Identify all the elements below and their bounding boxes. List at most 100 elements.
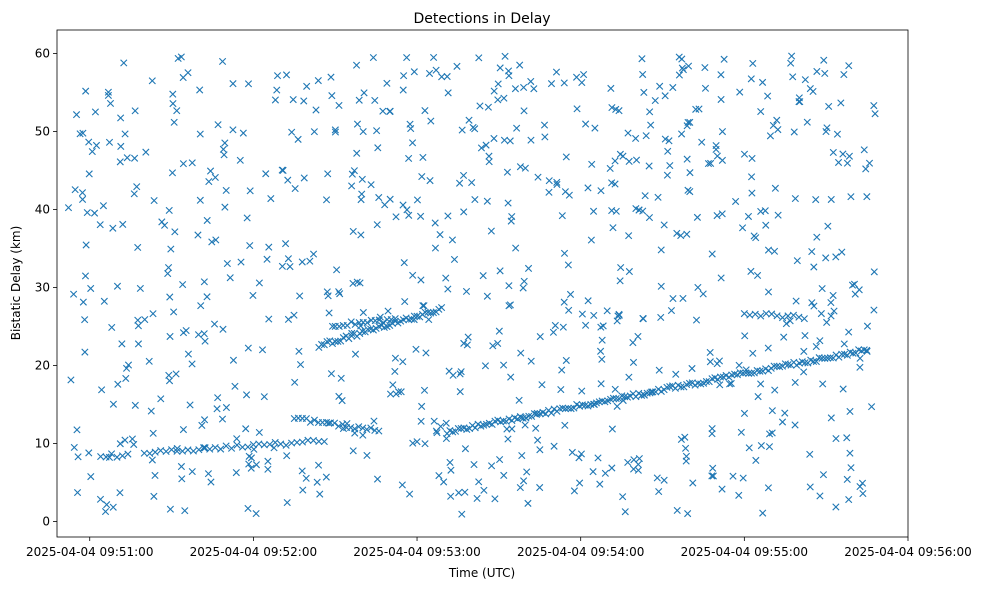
detection-point — [519, 284, 527, 292]
detection-point — [456, 388, 464, 396]
detection-point — [496, 455, 504, 464]
detection-point — [649, 388, 657, 396]
detection-point — [148, 77, 156, 85]
detection-point — [164, 263, 173, 272]
x-axis-label: Time (UTC) — [448, 566, 515, 580]
detection-point — [527, 77, 535, 86]
detection-point — [286, 263, 294, 271]
detection-point — [72, 111, 81, 119]
detection-point — [214, 394, 222, 402]
detection-point — [120, 59, 128, 67]
detection-point — [536, 333, 544, 341]
detection-point — [507, 217, 515, 225]
detection-point — [639, 315, 647, 323]
detection-point — [520, 107, 528, 115]
y-tick-label: 10 — [35, 436, 50, 450]
detection-point — [843, 475, 851, 483]
detection-point — [672, 370, 680, 378]
detection-point — [206, 167, 215, 175]
detection-point — [338, 397, 346, 405]
detection-point — [558, 212, 566, 220]
detection-point — [401, 298, 409, 306]
detection-point — [752, 234, 760, 242]
detection-point — [806, 450, 814, 458]
detection-point — [823, 318, 831, 326]
detection-point — [263, 255, 271, 263]
detection-point — [598, 336, 606, 344]
detection-point — [431, 244, 440, 252]
detection-point — [459, 171, 468, 180]
detection-point — [856, 354, 864, 362]
detection-point — [812, 342, 820, 351]
detection-point — [621, 508, 629, 516]
detection-point — [712, 141, 720, 150]
detection-point — [429, 309, 437, 317]
detection-point — [530, 410, 539, 418]
detection-point — [169, 90, 177, 98]
detection-point — [741, 332, 749, 340]
detection-point — [229, 356, 238, 364]
detection-point — [122, 364, 131, 372]
detection-point — [471, 125, 479, 133]
detection-point — [417, 212, 425, 220]
detection-point — [608, 103, 616, 112]
detection-point — [227, 444, 236, 452]
detection-point — [485, 152, 493, 160]
detection-point — [578, 78, 586, 87]
detection-point — [603, 307, 611, 315]
detection-point — [701, 63, 709, 72]
detection-point — [158, 218, 166, 226]
detection-point — [640, 391, 648, 399]
detection-point — [819, 471, 828, 479]
detection-point — [764, 288, 773, 296]
detection-point — [458, 126, 466, 134]
detection-point — [490, 87, 498, 95]
detection-point — [147, 407, 155, 415]
detection-point — [303, 82, 311, 90]
detection-point — [179, 426, 188, 434]
detection-point — [188, 467, 196, 476]
detection-point — [166, 332, 174, 341]
detection-point — [577, 450, 586, 458]
detection-point — [729, 472, 737, 480]
detection-point — [184, 69, 192, 77]
detection-point — [460, 208, 468, 216]
detection-point — [403, 206, 411, 214]
detection-point — [664, 147, 672, 155]
detection-point — [608, 425, 616, 433]
y-tick-label: 0 — [42, 514, 50, 528]
detection-point — [625, 373, 633, 381]
detection-point — [398, 481, 406, 489]
detection-point — [625, 232, 633, 240]
detection-point — [246, 187, 254, 195]
detection-point — [114, 380, 122, 388]
detection-point — [405, 211, 413, 219]
detection-point — [752, 456, 760, 464]
detection-point — [505, 282, 513, 290]
detection-point — [250, 445, 258, 453]
detection-point — [67, 376, 75, 384]
detection-point — [500, 471, 508, 479]
detection-point — [847, 464, 855, 472]
detection-point — [104, 88, 112, 96]
detection-point — [766, 132, 775, 140]
detection-point — [500, 136, 509, 144]
detection-point — [748, 154, 756, 163]
detection-point — [816, 492, 824, 500]
detection-point — [172, 370, 180, 378]
detection-point — [282, 71, 291, 79]
detection-point — [369, 53, 377, 62]
detection-point — [70, 290, 78, 298]
detection-point — [444, 212, 452, 220]
detection-point — [507, 373, 515, 381]
detection-point — [632, 134, 640, 143]
detection-point — [350, 167, 358, 175]
y-tick-label: 30 — [35, 280, 50, 294]
detection-point — [787, 59, 795, 67]
detection-point — [98, 386, 106, 394]
detection-point — [824, 354, 832, 362]
detection-point — [169, 100, 177, 108]
detection-point — [479, 272, 487, 280]
detection-point — [735, 361, 743, 369]
detection-point — [525, 412, 533, 420]
